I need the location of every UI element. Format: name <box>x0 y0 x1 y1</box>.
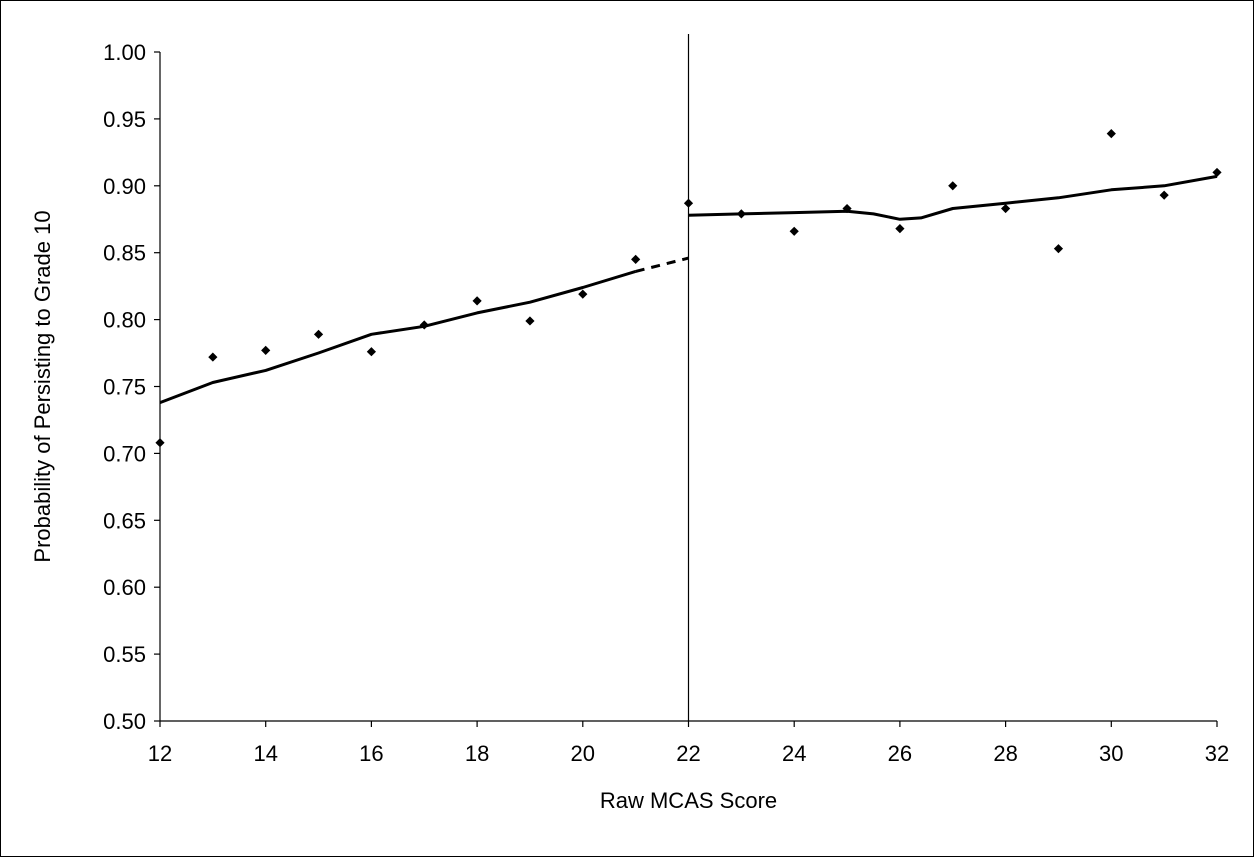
data-point <box>683 198 694 208</box>
x-tick-label: 18 <box>465 741 489 766</box>
x-tick-label: 22 <box>676 741 700 766</box>
y-tick-label: 0.50 <box>103 709 146 734</box>
data-point <box>736 209 746 219</box>
data-point <box>842 203 852 214</box>
x-tick-label: 20 <box>571 741 595 766</box>
data-point <box>1106 129 1116 139</box>
x-axis: 12 14 16 18 20 22 24 26 28 30 32 <box>148 720 1229 766</box>
data-point <box>313 329 324 339</box>
x-tick-label: 28 <box>993 741 1017 766</box>
y-tick-label: 0.85 <box>103 241 146 266</box>
y-tick-label: 0.65 <box>103 508 146 533</box>
data-point <box>155 438 165 448</box>
x-tick-label: 24 <box>782 741 806 766</box>
y-tick-label: 0.80 <box>103 308 146 333</box>
x-tick-label: 16 <box>359 741 383 766</box>
data-point <box>1053 244 1064 254</box>
data-point <box>419 320 429 330</box>
data-point <box>261 345 271 355</box>
x-axis-title: Raw MCAS Score <box>600 788 777 813</box>
data-point <box>208 352 218 362</box>
y-axis-title: Probability of Persisting to Grade 10 <box>30 210 55 562</box>
data-point <box>1159 190 1169 200</box>
y-tick-label: 0.90 <box>103 174 146 199</box>
y-tick-label: 1.00 <box>103 40 146 65</box>
y-tick-label: 0.55 <box>103 642 146 667</box>
fit-line-left-extension <box>635 256 689 273</box>
fit-lines <box>159 174 1218 405</box>
data-point <box>1212 167 1222 178</box>
data-point <box>789 226 799 236</box>
x-tick-label: 30 <box>1099 741 1123 766</box>
y-tick-label: 0.75 <box>103 375 146 400</box>
fit-line-right <box>688 174 1218 221</box>
y-tick-label: 0.95 <box>103 107 146 132</box>
y-tick-label: 0.70 <box>103 441 146 466</box>
data-point <box>472 296 482 306</box>
data-point <box>1001 203 1011 214</box>
x-tick-label: 32 <box>1205 741 1229 766</box>
data-point <box>895 224 905 234</box>
data-point <box>631 254 641 264</box>
data-point <box>578 289 588 299</box>
x-tick-label: 26 <box>888 741 912 766</box>
x-tick-label: 12 <box>148 741 172 766</box>
data-points <box>155 129 1222 448</box>
y-tick-label: 0.60 <box>103 575 146 600</box>
x-tick-label: 14 <box>253 741 277 766</box>
y-axis: 0.50 0.55 0.60 0.65 0.70 0.75 0.80 0.85 0.90 0.95… <box>103 40 161 734</box>
data-point <box>366 347 376 357</box>
data-point <box>525 316 535 326</box>
fit-line-left <box>159 269 637 405</box>
data-point <box>948 181 958 191</box>
